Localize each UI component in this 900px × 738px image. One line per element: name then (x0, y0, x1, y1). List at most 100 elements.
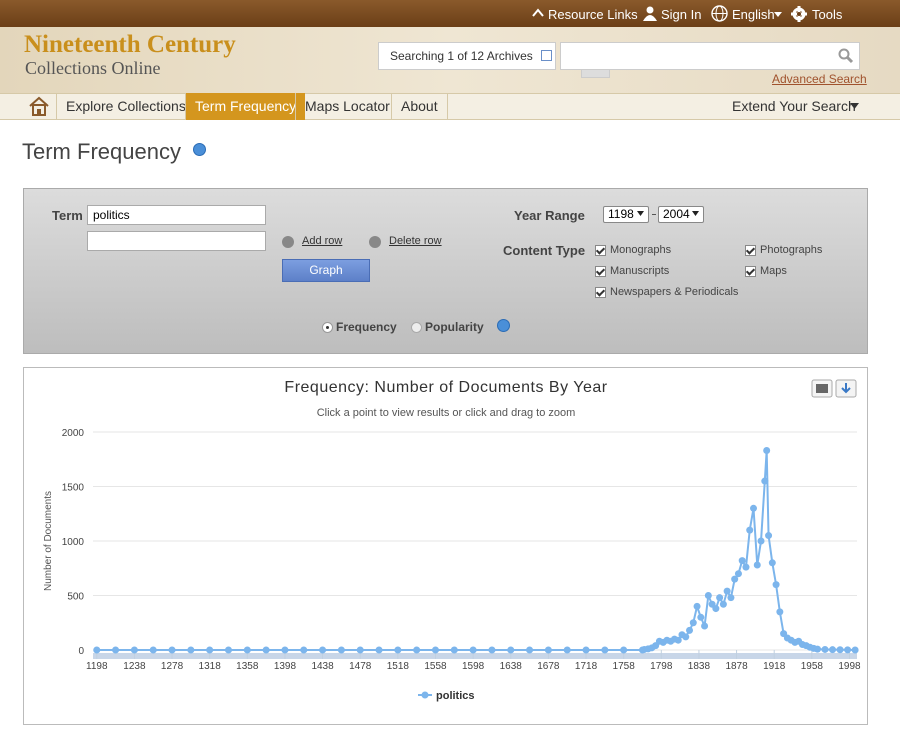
data-point[interactable] (601, 646, 609, 654)
data-point[interactable] (526, 646, 534, 654)
data-point[interactable] (319, 646, 327, 654)
data-point[interactable] (674, 636, 682, 644)
data-point[interactable] (723, 587, 731, 595)
data-point[interactable] (701, 622, 709, 630)
data-point[interactable] (375, 646, 383, 654)
data-point[interactable] (206, 646, 214, 654)
data-point[interactable] (697, 613, 705, 621)
year-from[interactable]: 1198 (603, 206, 649, 223)
data-point[interactable] (844, 646, 852, 654)
data-point[interactable] (582, 646, 590, 654)
search-input[interactable] (560, 42, 860, 70)
data-point[interactable] (394, 646, 402, 654)
delete-icon[interactable] (369, 236, 381, 248)
data-point[interactable] (704, 592, 712, 599)
info-icon[interactable] (193, 143, 206, 156)
advanced-search[interactable]: Advanced Search (772, 72, 867, 86)
data-point[interactable] (761, 477, 769, 485)
data-point[interactable] (620, 646, 628, 654)
data-point[interactable] (829, 646, 837, 654)
data-point[interactable] (765, 532, 773, 540)
data-point[interactable] (130, 646, 138, 654)
add-row[interactable]: Add row (302, 235, 343, 247)
search-icon[interactable] (838, 48, 854, 64)
data-point[interactable] (750, 504, 758, 512)
data-point[interactable] (731, 575, 739, 583)
radio-label[interactable]: Popularity (425, 320, 484, 334)
top-link[interactable]: Tools (812, 7, 843, 22)
data-point[interactable] (836, 646, 844, 654)
data-point[interactable] (712, 605, 720, 613)
data-point[interactable] (431, 646, 439, 654)
data-point[interactable] (686, 626, 694, 634)
checkbox[interactable]: Newspapers & Periodicals (594, 286, 739, 298)
data-point[interactable] (300, 646, 308, 654)
data-point[interactable] (738, 557, 746, 565)
radio[interactable] (322, 322, 333, 333)
delete-row[interactable]: Delete row (389, 235, 442, 247)
data-point[interactable] (757, 537, 765, 545)
data-point[interactable] (224, 646, 232, 654)
data-point[interactable] (689, 619, 697, 627)
data-point[interactable] (563, 646, 571, 654)
data-point[interactable] (262, 646, 270, 654)
data-point[interactable] (187, 646, 195, 654)
top-link[interactable]: Resource Links (548, 7, 638, 22)
data-point[interactable] (243, 646, 251, 654)
data-point[interactable] (813, 645, 821, 653)
checkbox[interactable]: Maps (745, 265, 787, 277)
extend-search[interactable]: Extend Your Search (732, 98, 856, 114)
top-bar (0, 0, 900, 27)
data-point[interactable] (682, 633, 690, 641)
radio[interactable] (411, 322, 422, 333)
data-point[interactable] (746, 526, 754, 534)
scope-select[interactable] (378, 42, 556, 70)
add-icon[interactable] (282, 236, 294, 248)
data-point[interactable] (772, 581, 780, 589)
data-point[interactable] (337, 646, 345, 654)
graph-button[interactable]: Graph (282, 259, 370, 282)
data-point[interactable] (719, 600, 727, 608)
checkbox[interactable]: Manuscripts (594, 265, 670, 277)
data-point[interactable] (488, 646, 496, 654)
data-point[interactable] (469, 646, 477, 654)
term-input[interactable] (87, 231, 266, 251)
x-tick-label: 1198 (86, 661, 108, 672)
nav-tab[interactable]: Maps Locator (295, 93, 399, 120)
year-to[interactable]: 2004 (658, 206, 704, 223)
data-point[interactable] (753, 561, 761, 569)
nav-tab[interactable]: About (391, 93, 448, 120)
data-point[interactable] (93, 646, 101, 654)
data-point[interactable] (544, 646, 552, 654)
data-point[interactable] (742, 563, 750, 571)
legend-label[interactable]: politics (436, 690, 475, 702)
logo-title[interactable]: Nineteenth Century (24, 31, 236, 58)
nav-tab[interactable]: Explore Collections (56, 93, 195, 120)
data-point[interactable] (734, 570, 742, 578)
top-link[interactable]: Sign In (661, 7, 702, 22)
data-point[interactable] (450, 646, 458, 654)
home-icon[interactable] (28, 96, 50, 116)
data-point[interactable] (727, 594, 735, 602)
nav-tab-active[interactable]: Term Frequency (185, 93, 306, 120)
data-point[interactable] (112, 646, 120, 654)
data-point[interactable] (693, 602, 701, 610)
top-link[interactable]: English (732, 7, 775, 22)
data-point[interactable] (413, 646, 421, 654)
data-point[interactable] (716, 594, 724, 602)
info-icon[interactable] (497, 319, 510, 332)
data-point[interactable] (281, 646, 289, 654)
data-point[interactable] (851, 646, 859, 654)
data-point[interactable] (821, 645, 829, 653)
radio-label[interactable]: Frequency (336, 320, 397, 334)
data-point[interactable] (776, 608, 784, 616)
checkbox[interactable]: Photographs (744, 244, 823, 256)
data-point[interactable] (763, 447, 771, 455)
data-point[interactable] (149, 646, 157, 654)
data-point[interactable] (507, 646, 515, 654)
data-point[interactable] (768, 559, 776, 567)
term-input[interactable]: politics (87, 205, 266, 225)
checkbox[interactable]: Monographs (594, 244, 672, 256)
data-point[interactable] (168, 646, 176, 654)
data-point[interactable] (356, 646, 364, 654)
